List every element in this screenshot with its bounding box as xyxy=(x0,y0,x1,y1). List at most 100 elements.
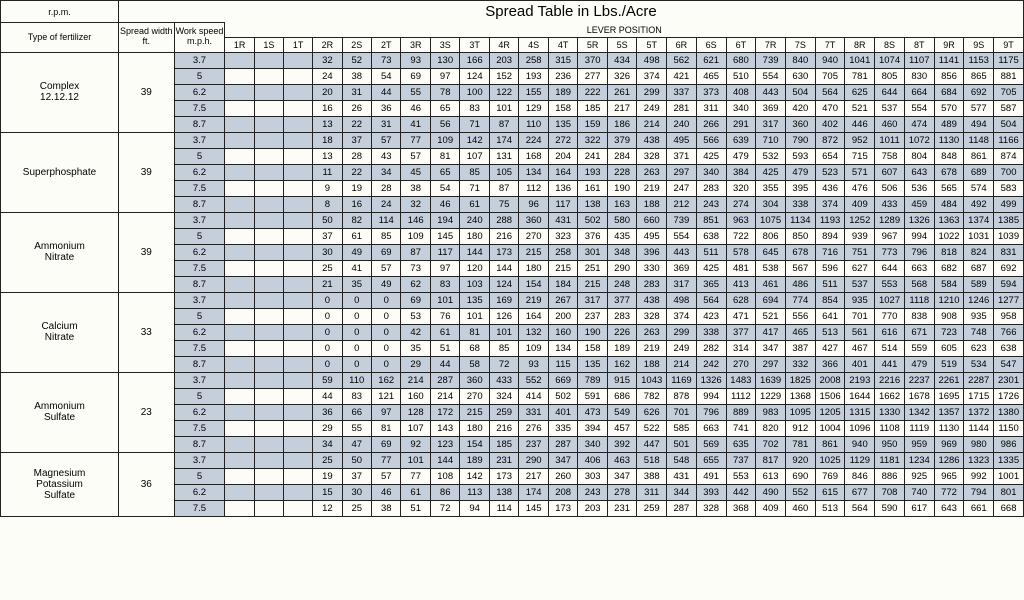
data-cell xyxy=(225,452,254,468)
data-cell: 203 xyxy=(578,500,607,516)
data-cell: 314 xyxy=(726,340,756,356)
data-cell xyxy=(225,420,254,436)
data-cell xyxy=(254,212,283,228)
data-cell: 136 xyxy=(548,180,577,196)
data-cell: 8 xyxy=(313,196,342,212)
data-cell: 1193 xyxy=(815,212,845,228)
data-cell: 317 xyxy=(667,276,697,292)
data-cell: 338 xyxy=(696,324,726,340)
data-cell: 328 xyxy=(637,308,667,324)
data-cell: 135 xyxy=(548,116,577,132)
data-cell: 705 xyxy=(815,68,845,84)
data-cell: 461 xyxy=(756,276,786,292)
data-cell: 794 xyxy=(964,484,994,500)
data-cell: 62 xyxy=(401,276,430,292)
data-cell: 502 xyxy=(578,212,607,228)
data-cell: 138 xyxy=(489,484,518,500)
data-cell: 25 xyxy=(313,260,342,276)
speed-value: 6.2 xyxy=(174,84,225,100)
data-cell: 1031 xyxy=(964,228,994,244)
data-cell: 32 xyxy=(313,52,342,68)
speed-value: 7.5 xyxy=(174,340,225,356)
data-cell: 138 xyxy=(578,196,607,212)
data-cell: 114 xyxy=(489,500,518,516)
data-cell: 886 xyxy=(875,468,905,484)
speed-value: 8.7 xyxy=(174,196,225,212)
data-cell: 1342 xyxy=(904,404,934,420)
data-cell: 465 xyxy=(785,324,815,340)
data-cell: 1096 xyxy=(845,420,875,436)
data-cell: 162 xyxy=(371,372,400,388)
data-cell: 861 xyxy=(815,436,845,452)
data-cell xyxy=(225,228,254,244)
data-cell: 774 xyxy=(785,292,815,308)
data-cell: 443 xyxy=(756,84,786,100)
data-cell: 44 xyxy=(430,356,459,372)
speed-value: 8.7 xyxy=(174,116,225,132)
data-cell: 577 xyxy=(964,100,994,116)
data-cell: 1074 xyxy=(875,52,905,68)
data-cell: 101 xyxy=(401,452,430,468)
data-cell: 2287 xyxy=(964,372,994,388)
data-cell: 518 xyxy=(637,452,667,468)
data-cell: 12 xyxy=(313,500,342,516)
data-cell: 553 xyxy=(726,468,756,484)
data-cell: 534 xyxy=(964,356,994,372)
data-cell: 31 xyxy=(371,116,400,132)
data-cell: 781 xyxy=(845,68,875,84)
data-cell: 13 xyxy=(313,148,342,164)
data-cell: 217 xyxy=(519,468,548,484)
data-cell: 562 xyxy=(667,52,697,68)
data-cell: 481 xyxy=(726,260,756,276)
data-cell: 92 xyxy=(401,436,430,452)
data-cell: 66 xyxy=(342,404,371,420)
data-cell: 1357 xyxy=(934,404,964,420)
data-cell: 2216 xyxy=(875,372,905,388)
data-cell: 142 xyxy=(460,132,489,148)
data-cell: 249 xyxy=(637,100,667,116)
data-cell xyxy=(283,484,312,500)
data-cell: 486 xyxy=(785,276,815,292)
header-pos-7S: 7S xyxy=(785,37,815,52)
data-cell: 401 xyxy=(548,404,577,420)
data-cell: 77 xyxy=(401,132,430,148)
data-cell: 107 xyxy=(401,420,430,436)
data-cell: 30 xyxy=(313,244,342,260)
data-cell: 37 xyxy=(342,132,371,148)
speed-value: 7.5 xyxy=(174,180,225,196)
data-cell: 1025 xyxy=(815,452,845,468)
data-cell: 49 xyxy=(371,276,400,292)
data-cell xyxy=(254,100,283,116)
data-cell: 131 xyxy=(489,148,518,164)
data-cell: 237 xyxy=(519,436,548,452)
data-cell: 677 xyxy=(845,484,875,500)
data-cell: 215 xyxy=(460,404,489,420)
data-cell: 36 xyxy=(371,100,400,116)
data-cell: 442 xyxy=(726,484,756,500)
data-cell: 85 xyxy=(371,228,400,244)
data-cell: 270 xyxy=(460,388,489,404)
data-cell: 1330 xyxy=(875,404,905,420)
speed-value: 7.5 xyxy=(174,500,225,516)
data-cell xyxy=(283,244,312,260)
data-cell: 554 xyxy=(904,100,934,116)
data-cell: 1380 xyxy=(994,404,1024,420)
data-cell: 751 xyxy=(845,244,875,260)
data-cell: 130 xyxy=(430,52,459,68)
data-cell: 184 xyxy=(548,276,577,292)
data-cell: 21 xyxy=(313,276,342,292)
data-cell: 93 xyxy=(401,52,430,68)
data-cell: 0 xyxy=(313,356,342,372)
data-cell: 348 xyxy=(607,244,636,260)
data-cell: 297 xyxy=(756,356,786,372)
data-cell xyxy=(254,196,283,212)
data-cell: 772 xyxy=(934,484,964,500)
data-cell: 1072 xyxy=(904,132,934,148)
fertilizer-name: AmmoniumNitrate xyxy=(1,212,119,292)
data-cell: 31 xyxy=(342,84,371,100)
data-cell: 124 xyxy=(460,68,489,84)
data-cell: 1095 xyxy=(785,404,815,420)
data-cell: 1695 xyxy=(934,388,964,404)
data-cell: 395 xyxy=(785,180,815,196)
data-cell: 935 xyxy=(964,308,994,324)
